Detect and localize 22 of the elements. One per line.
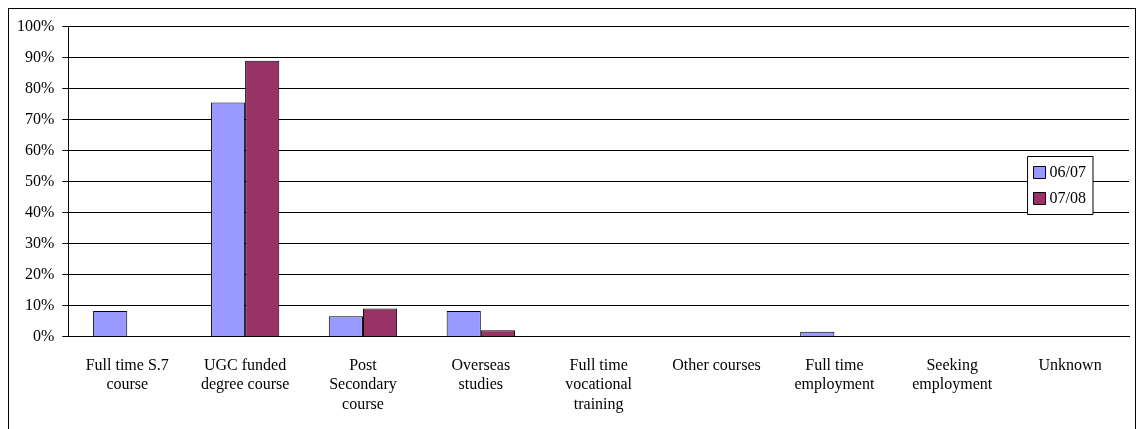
x-tick-label: Full time vocational training — [565, 356, 633, 413]
x-tick-label: Full time employment — [794, 356, 875, 394]
x-tick-label: Unknown — [1038, 356, 1102, 374]
y-tick-label: 0% — [33, 326, 55, 344]
x-tick-label: Other courses — [672, 356, 761, 374]
x-tick-label: Post Secondary course — [329, 356, 397, 412]
y-tick-label: 20% — [25, 264, 55, 282]
y-tick-label: 10% — [25, 295, 55, 313]
legend-label: 07/08 — [1049, 188, 1087, 206]
legend-label: 06/07 — [1049, 162, 1087, 180]
y-tick-label: 60% — [25, 140, 55, 158]
y-tick-label: 90% — [25, 47, 55, 65]
y-tick-label: 30% — [25, 233, 55, 251]
x-tick-label: Full time S.7 course — [85, 356, 169, 393]
x-tick-label: UGC funded degree course — [200, 356, 290, 394]
y-tick-label: 40% — [25, 202, 55, 220]
y-tick-label: 80% — [25, 78, 55, 96]
y-tick-label: 50% — [25, 171, 55, 189]
y-tick-label: 100% — [17, 16, 55, 34]
y-tick-label: 70% — [25, 109, 55, 127]
x-tick-label: Seeking employment — [912, 356, 993, 394]
x-tick-label: Overseas studies — [451, 356, 511, 393]
